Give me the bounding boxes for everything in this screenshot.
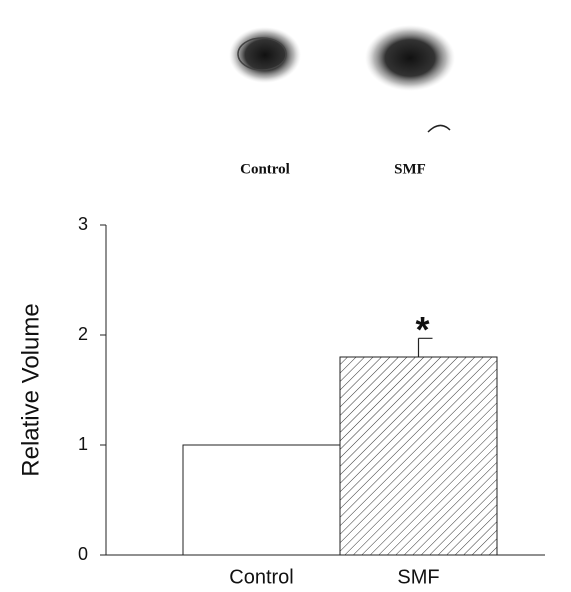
blot-label: SMF	[394, 161, 426, 177]
x-tick-label: Control	[229, 566, 293, 588]
x-tick-label: SMF	[397, 566, 439, 588]
blot-label: Control	[240, 161, 290, 177]
y-tick-label: 3	[78, 214, 88, 234]
figure: Control SMF Relative Volume 0 1 2 3 Control S…	[0, 0, 571, 592]
y-tick-label: 2	[78, 324, 88, 344]
blot-image	[229, 25, 455, 132]
y-axis-label: Relative Volume	[17, 303, 44, 476]
y-tick-label: 1	[78, 434, 88, 454]
bar	[340, 357, 497, 555]
annotation: *	[415, 309, 429, 350]
bar	[183, 445, 340, 555]
y-tick-label: 0	[78, 544, 88, 564]
